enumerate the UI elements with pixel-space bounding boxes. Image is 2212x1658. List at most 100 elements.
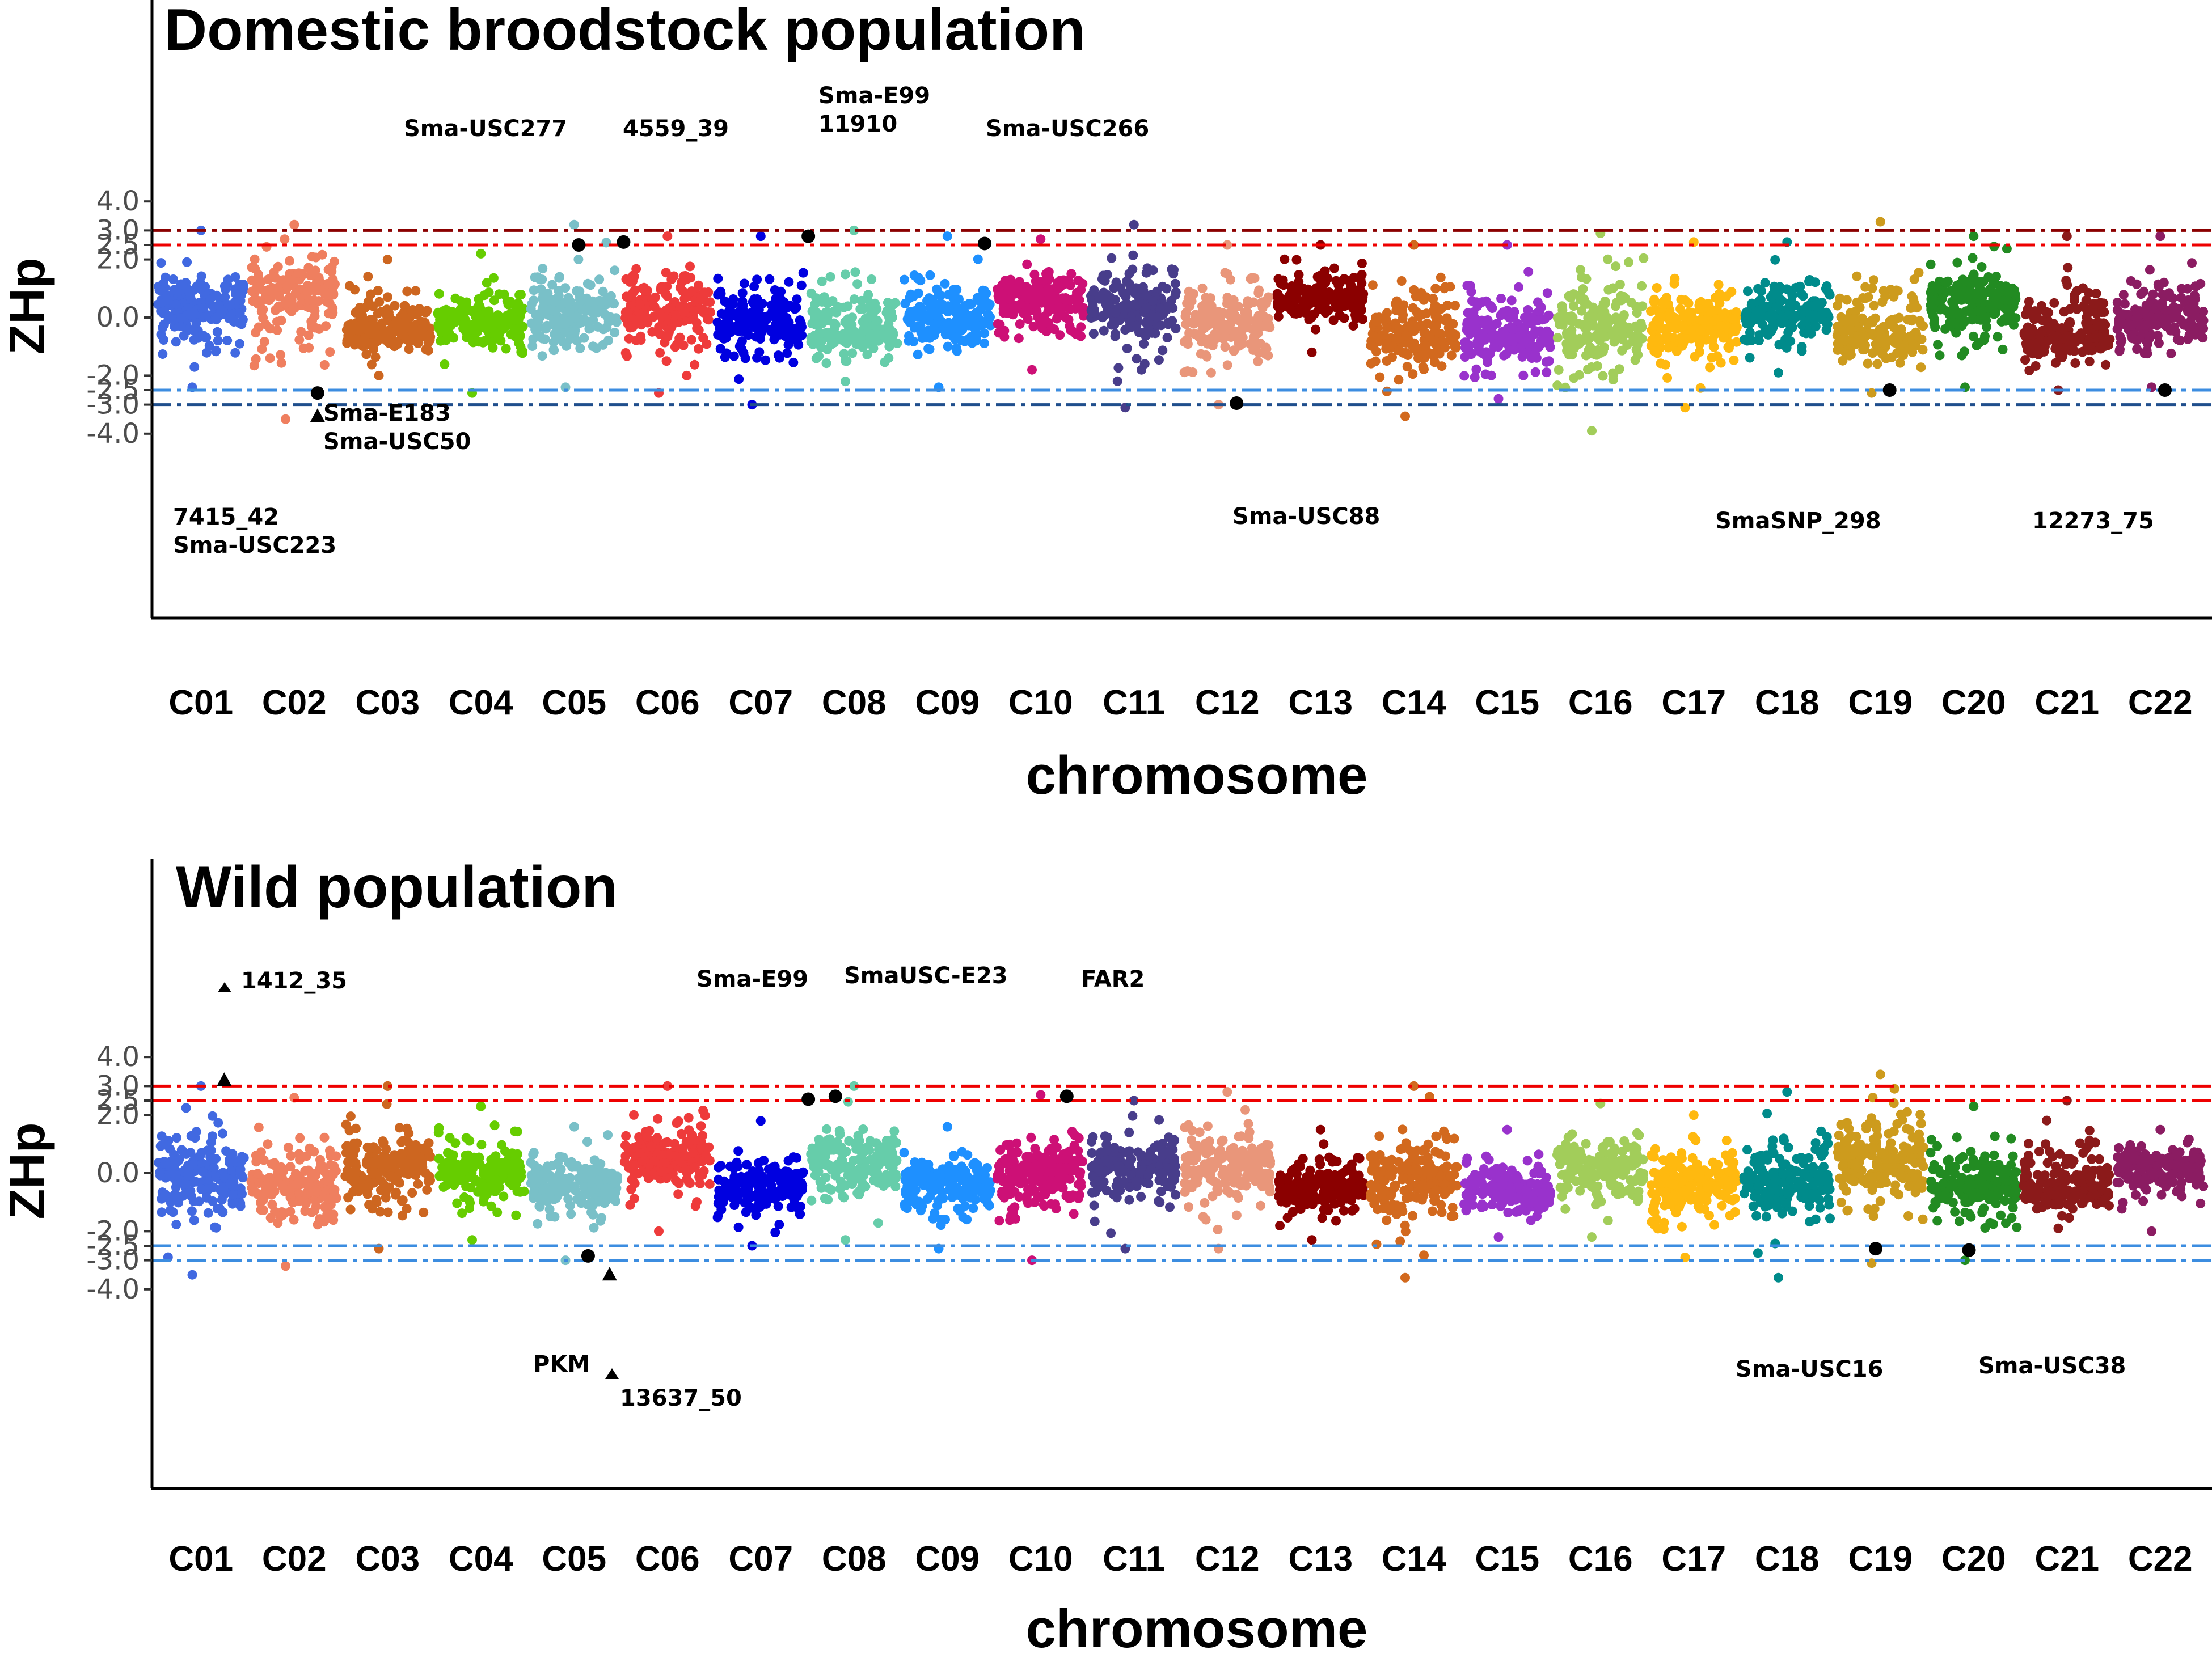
data-point <box>1122 276 1132 286</box>
data-point <box>887 312 897 323</box>
data-point <box>225 300 235 310</box>
data-point <box>594 295 605 306</box>
data-point <box>647 327 657 337</box>
data-point <box>231 289 241 299</box>
data-point <box>2187 312 2197 322</box>
chrom-points-c04 <box>433 1101 529 1245</box>
data-point <box>1502 306 1512 316</box>
data-point <box>1008 310 1018 320</box>
data-point <box>1554 365 1564 375</box>
data-point <box>1552 312 1563 323</box>
data-point <box>2081 303 2091 314</box>
data-point <box>1530 367 1540 377</box>
data-point <box>1340 274 1350 285</box>
data-point <box>1466 287 1476 297</box>
data-point <box>183 1168 193 1178</box>
data-point <box>356 1182 366 1192</box>
data-point <box>1593 345 1603 355</box>
data-point <box>1245 339 1255 349</box>
data-point <box>1357 259 1367 268</box>
data-point <box>1894 340 1903 350</box>
marker-dot <box>978 236 992 251</box>
data-point-min <box>1774 367 1783 378</box>
data-point <box>1382 356 1392 366</box>
data-point <box>621 274 631 284</box>
data-point <box>156 298 166 308</box>
data-point <box>157 1207 167 1217</box>
data-point <box>864 302 874 312</box>
data-point <box>1863 358 1873 369</box>
data-point <box>665 323 676 333</box>
data-point <box>417 1162 428 1172</box>
data-point <box>155 1167 165 1177</box>
data-point <box>295 1154 305 1165</box>
data-point <box>1460 337 1470 348</box>
data-point <box>466 1183 476 1193</box>
data-point <box>294 335 305 345</box>
data-point <box>867 274 877 284</box>
data-point <box>687 286 696 297</box>
y-tick-label: 0.0 <box>96 302 140 333</box>
data-point <box>408 334 419 344</box>
data-point <box>817 276 827 286</box>
data-point <box>299 1177 310 1187</box>
data-point <box>1467 296 1477 306</box>
data-point <box>1916 334 1927 344</box>
data-point <box>2172 335 2183 345</box>
data-point <box>1663 342 1673 353</box>
data-point <box>1998 344 2008 354</box>
data-point <box>2118 290 2129 300</box>
data-point <box>1015 319 1025 329</box>
data-point <box>647 299 657 310</box>
data-point <box>1858 293 1868 303</box>
data-point <box>468 325 479 335</box>
data-point <box>563 1194 573 1204</box>
data-point <box>1289 292 1299 302</box>
data-point <box>1162 333 1172 342</box>
data-point <box>528 334 538 344</box>
data-point <box>1187 296 1197 306</box>
data-point <box>423 1147 433 1157</box>
data-point <box>690 359 700 370</box>
data-point <box>2192 326 2202 336</box>
data-point <box>1583 365 1593 375</box>
data-point <box>679 271 689 281</box>
data-point <box>1801 316 1811 327</box>
data-point <box>782 303 792 313</box>
data-point <box>1823 287 1834 298</box>
data-point <box>598 324 609 335</box>
data-point <box>734 374 744 384</box>
data-point <box>288 1198 298 1208</box>
data-point <box>433 307 444 318</box>
data-point <box>1850 314 1860 324</box>
data-point <box>191 311 201 321</box>
data-point <box>2126 276 2136 286</box>
data-point <box>554 273 564 283</box>
data-point <box>689 306 699 316</box>
data-point <box>1120 325 1130 335</box>
data-point <box>1513 333 1523 343</box>
data-point <box>1787 289 1797 299</box>
data-point <box>1125 317 1135 327</box>
data-point <box>1154 355 1164 365</box>
data-point <box>361 349 372 359</box>
data-point <box>536 284 546 294</box>
data-point <box>1705 362 1715 373</box>
data-point <box>1973 306 1983 316</box>
data-point <box>1698 315 1708 325</box>
data-point <box>1203 336 1213 346</box>
data-point <box>513 298 524 308</box>
data-point <box>597 1213 607 1223</box>
data-point <box>575 286 585 297</box>
data-point <box>413 1179 423 1189</box>
data-point <box>513 334 524 344</box>
data-point <box>203 1208 213 1218</box>
data-point <box>191 318 201 328</box>
data-point <box>1329 263 1339 273</box>
data-point <box>1076 331 1086 341</box>
data-point <box>425 335 435 345</box>
data-point <box>1306 312 1316 323</box>
data-point <box>1662 373 1673 383</box>
data-point <box>268 272 278 282</box>
data-point <box>189 362 200 372</box>
